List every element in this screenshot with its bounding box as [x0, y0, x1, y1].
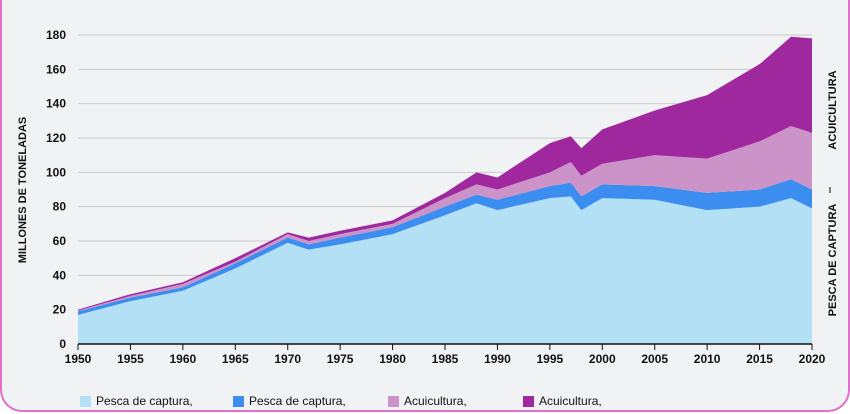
legend-item: Pesca de captura,	[80, 394, 193, 408]
y-tick-label: 120	[46, 131, 66, 145]
legend-swatch	[233, 395, 244, 407]
legend-label: Pesca de captura,	[249, 394, 346, 408]
area-series-2	[78, 125, 812, 312]
legend-swatch	[388, 395, 399, 407]
area-series-1	[78, 179, 812, 315]
y-tick-label: 0	[59, 337, 66, 351]
x-tick-label: 1975	[327, 352, 354, 366]
x-tick-label: 1980	[379, 352, 406, 366]
y-tick-label: 180	[46, 28, 66, 42]
legend-swatch	[523, 395, 534, 407]
legend-item: Acuicultura,	[388, 394, 467, 408]
x-tick-label: 2005	[641, 352, 668, 366]
y-tick-label: 20	[53, 303, 67, 317]
x-tick-label: 2015	[746, 352, 773, 366]
x-tick-label: 1960	[170, 352, 197, 366]
x-tick-label: 2000	[589, 352, 616, 366]
y-tick-label: 60	[53, 234, 67, 248]
x-tick-label: 1955	[117, 352, 144, 366]
legend-label: Pesca de captura,	[96, 394, 193, 408]
x-tick-label: 2010	[694, 352, 721, 366]
x-tick-label: 1970	[274, 352, 301, 366]
legend-item: Pesca de captura,	[233, 394, 346, 408]
right-label-capture: PESCA DE CAPTURA	[827, 204, 839, 317]
x-tick-label: 1995	[537, 352, 564, 366]
x-tick-label: 2020	[799, 352, 826, 366]
right-label-aquaculture: ACUICULTURA	[827, 70, 839, 149]
y-tick-label: 160	[46, 62, 66, 76]
legend-item: Acuicultura,	[523, 394, 602, 408]
y-tick-label: 40	[53, 268, 67, 282]
x-tick-label: 1985	[432, 352, 459, 366]
area-series-0	[78, 196, 812, 344]
legend-label: Acuicultura,	[539, 394, 602, 408]
x-tick-label: 1950	[65, 352, 92, 366]
x-tick-label: 1990	[484, 352, 511, 366]
legend-label: Acuicultura,	[404, 394, 467, 408]
x-tick-label: 1965	[222, 352, 249, 366]
y-axis-label: MILLONES DE TONELADAS	[17, 117, 29, 263]
y-tick-label: 80	[53, 200, 67, 214]
y-tick-label: 100	[46, 165, 66, 179]
y-tick-label: 140	[46, 97, 66, 111]
legend-swatch	[80, 395, 91, 407]
